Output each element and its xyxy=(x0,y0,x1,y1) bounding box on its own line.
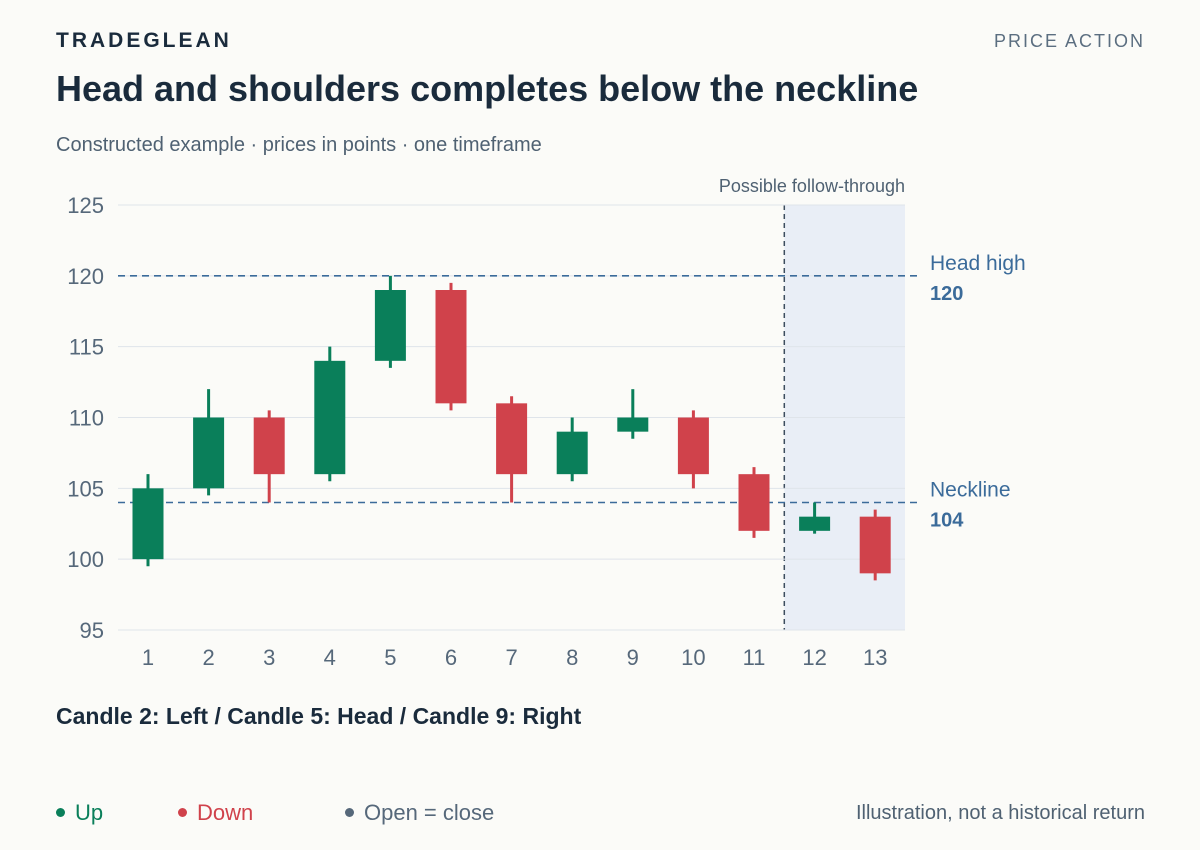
x-tick-label: 10 xyxy=(681,645,705,670)
legend-item-flat: Open = close xyxy=(345,800,494,826)
reference-line-value: 104 xyxy=(930,510,964,532)
candle-body xyxy=(314,360,346,475)
x-tick-label: 8 xyxy=(566,645,578,670)
chart-title: Head and shoulders completes below the n… xyxy=(56,68,919,109)
y-tick-label: 115 xyxy=(69,335,104,360)
candle-body xyxy=(253,417,285,475)
y-tick-label: 105 xyxy=(67,476,104,501)
candle-body xyxy=(677,417,709,475)
y-tick-label: 125 xyxy=(67,193,104,218)
x-tick-label: 3 xyxy=(263,645,275,670)
candle-body xyxy=(374,290,406,361)
pattern-footnote: Candle 2: Left / Candle 5: Head / Candle… xyxy=(56,703,582,729)
reference-line-label: Head high xyxy=(930,252,1026,275)
candle-body xyxy=(799,516,831,531)
candle-body xyxy=(556,431,588,475)
flat-dot-icon xyxy=(345,807,354,817)
candle-body xyxy=(859,516,891,574)
legend-label-up: Up xyxy=(75,800,104,825)
candlestick-chart: Possible follow-through95100105110115120… xyxy=(67,176,1026,670)
chart-subtitle: Constructed example · prices in points ·… xyxy=(56,134,542,156)
reference-line-label: Neckline xyxy=(930,479,1011,502)
x-tick-label: 1 xyxy=(142,645,154,670)
y-tick-label: 95 xyxy=(80,618,104,643)
disclaimer: Illustration, not a historical return xyxy=(855,802,1145,824)
candle-body xyxy=(193,417,225,489)
x-tick-label: 5 xyxy=(384,645,396,670)
x-tick-label: 11 xyxy=(743,645,766,670)
down-dot-icon xyxy=(178,807,187,817)
candle-body xyxy=(132,488,164,560)
legend-item-up: Up xyxy=(56,800,103,826)
x-tick-label: 6 xyxy=(445,645,457,670)
x-tick-label: 12 xyxy=(802,645,826,670)
follow-through-label: Possible follow-through xyxy=(719,176,905,196)
legend-label-flat: Open = close xyxy=(364,800,495,825)
brand-name: TRADEGLEAN xyxy=(56,29,232,52)
y-tick-label: 120 xyxy=(67,264,104,289)
reference-line-value: 120 xyxy=(930,283,963,305)
x-tick-label: 4 xyxy=(324,645,336,670)
up-dot-icon xyxy=(56,807,65,817)
y-tick-label: 110 xyxy=(69,406,104,431)
x-tick-label: 13 xyxy=(863,645,887,670)
legend-label-down: Down xyxy=(197,800,254,825)
section-label: PRICE ACTION xyxy=(993,31,1145,51)
x-tick-label: 7 xyxy=(505,645,517,670)
x-tick-label: 2 xyxy=(202,645,214,670)
candle-body xyxy=(617,417,649,432)
y-tick-label: 100 xyxy=(67,547,104,572)
candle-body xyxy=(496,403,528,475)
candle-body xyxy=(738,474,770,531)
candle-body xyxy=(435,290,467,404)
legend-item-down: Down xyxy=(178,800,253,826)
x-tick-label: 9 xyxy=(627,645,639,670)
